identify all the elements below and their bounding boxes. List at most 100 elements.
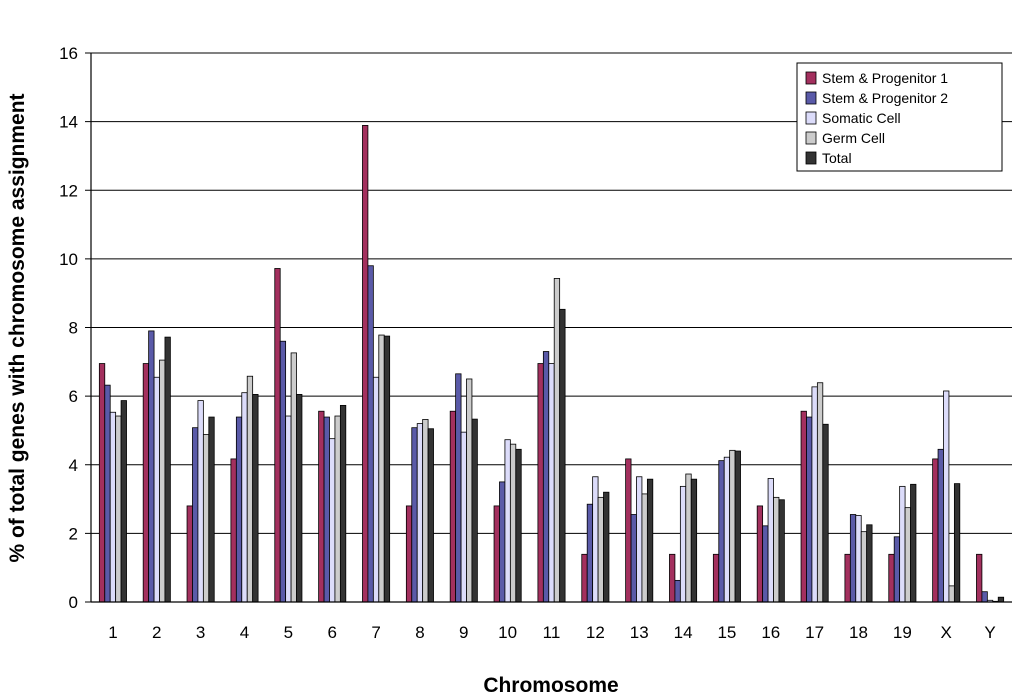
bar-3-series-1 — [186, 505, 193, 603]
bars — [98, 124, 1005, 603]
x-tick-label: 13 — [630, 623, 649, 642]
bar-6-series-3 — [329, 438, 336, 603]
bar-1-series-1 — [98, 363, 106, 603]
bar-1-series-2 — [104, 384, 111, 603]
bar-13-series-3 — [636, 476, 643, 603]
bar-11-series-1 — [537, 363, 544, 603]
bar-5-series-5 — [296, 394, 303, 603]
bar-11-series-5 — [559, 308, 566, 603]
bar-14-series-5 — [690, 478, 698, 603]
bar-14-series-1 — [669, 553, 676, 603]
bar-15-series-5 — [734, 450, 741, 603]
x-tick-label: 10 — [498, 623, 517, 642]
bar-9-series-2 — [455, 373, 462, 603]
y-tick-label: 10 — [59, 250, 78, 269]
x-tick-label: 14 — [674, 623, 693, 642]
bar-14-series-2 — [674, 579, 681, 603]
bar-3-series-3 — [197, 400, 204, 603]
bar-x-series-5 — [953, 483, 961, 603]
x-tick-label: X — [941, 623, 952, 642]
bar-3-series-4 — [202, 434, 210, 603]
bar-x-series-3 — [943, 390, 950, 603]
bar-13-series-4 — [641, 493, 648, 603]
bar-7-series-5 — [383, 335, 391, 603]
x-tick-labels: 1 2 3 4 5 6 7 8 9 10 11 12 13 14 15 16 17 18 19 X Y — [108, 623, 996, 642]
bar-16-series-3 — [767, 478, 774, 603]
legend-entry: Germ Cell — [822, 130, 885, 146]
bar-9-series-1 — [449, 410, 457, 603]
x-tick-label: 15 — [717, 623, 736, 642]
bar-y-series-5 — [997, 596, 1005, 603]
bar-13-series-5 — [646, 478, 654, 603]
bar-18-series-1 — [844, 553, 851, 603]
bar-11-series-4 — [553, 278, 561, 603]
bar-13-series-2 — [630, 514, 637, 603]
bar-10-series-4 — [509, 443, 517, 603]
bar-7-series-1 — [362, 124, 369, 603]
bar-17-series-5 — [822, 423, 829, 603]
x-axis-label: Chromosome — [483, 674, 618, 697]
x-tick-label: 18 — [849, 623, 868, 642]
bar-2-series-2 — [148, 330, 155, 603]
bar-16-series-2 — [762, 525, 769, 603]
x-tick-label: 2 — [152, 623, 161, 642]
bar-12-series-4 — [597, 496, 604, 603]
x-tick-label: 9 — [459, 623, 468, 642]
bar-2-series-4 — [159, 359, 166, 603]
bar-9-series-4 — [466, 378, 473, 603]
legend-entry: Stem & Progenitor 2 — [822, 90, 948, 106]
bar-6-series-4 — [334, 415, 341, 603]
y-tick-label: 8 — [69, 319, 78, 338]
legend-swatch — [805, 71, 817, 85]
x-tick-label: 5 — [284, 623, 293, 642]
x-tick-label: 17 — [805, 623, 824, 642]
bar-14-series-4 — [685, 473, 692, 603]
bar-12-series-3 — [592, 476, 599, 603]
bar-6-series-5 — [339, 404, 347, 603]
bar-10-series-2 — [499, 481, 506, 603]
legend-swatch — [805, 151, 817, 165]
bar-7-series-4 — [378, 334, 385, 603]
bar-y-series-1 — [976, 553, 983, 603]
y-tick-label: 14 — [59, 113, 78, 132]
y-tick-label: 2 — [69, 524, 78, 543]
bar-17-series-4 — [816, 382, 824, 603]
bar-11-series-3 — [548, 363, 555, 603]
bar-16-series-1 — [756, 505, 764, 603]
bar-1-series-5 — [120, 400, 127, 603]
x-tick-label: 8 — [415, 623, 424, 642]
bar-6-series-1 — [318, 410, 325, 603]
legend-box — [796, 62, 1003, 172]
bar-x-series-4 — [948, 585, 955, 603]
bar-15-series-4 — [729, 449, 736, 603]
x-tick-label: 1 — [108, 623, 117, 642]
bar-x-series-1 — [932, 458, 939, 603]
bar-19-series-3 — [899, 485, 906, 603]
bar-2-series-3 — [153, 376, 160, 603]
bar-17-series-2 — [806, 416, 813, 603]
bar-4-series-1 — [230, 458, 237, 603]
bar-18-series-2 — [849, 514, 857, 603]
bar-19-series-5 — [910, 483, 917, 603]
bar-13-series-1 — [625, 458, 632, 603]
bar-5-series-1 — [274, 268, 281, 603]
bar-6-series-2 — [323, 416, 330, 603]
bar-3-series-5 — [208, 416, 215, 603]
bar-7-series-2 — [367, 265, 374, 603]
bar-12-series-5 — [603, 491, 610, 603]
y-tick-label: 0 — [69, 593, 78, 612]
bar-4-series-3 — [241, 392, 248, 603]
bar-19-series-1 — [888, 553, 895, 603]
bar-7-series-3 — [372, 376, 380, 603]
y-tick-label: 12 — [59, 181, 78, 200]
bar-1-series-3 — [109, 411, 117, 603]
bar-16-series-4 — [773, 496, 780, 603]
bar-5-series-2 — [279, 340, 287, 603]
bar-12-series-2 — [586, 503, 594, 603]
bar-5-series-4 — [290, 352, 297, 603]
x-tick-label: 19 — [893, 623, 912, 642]
bar-8-series-2 — [411, 427, 418, 603]
x-tick-label: 16 — [761, 623, 780, 642]
bar-5-series-3 — [285, 415, 292, 603]
